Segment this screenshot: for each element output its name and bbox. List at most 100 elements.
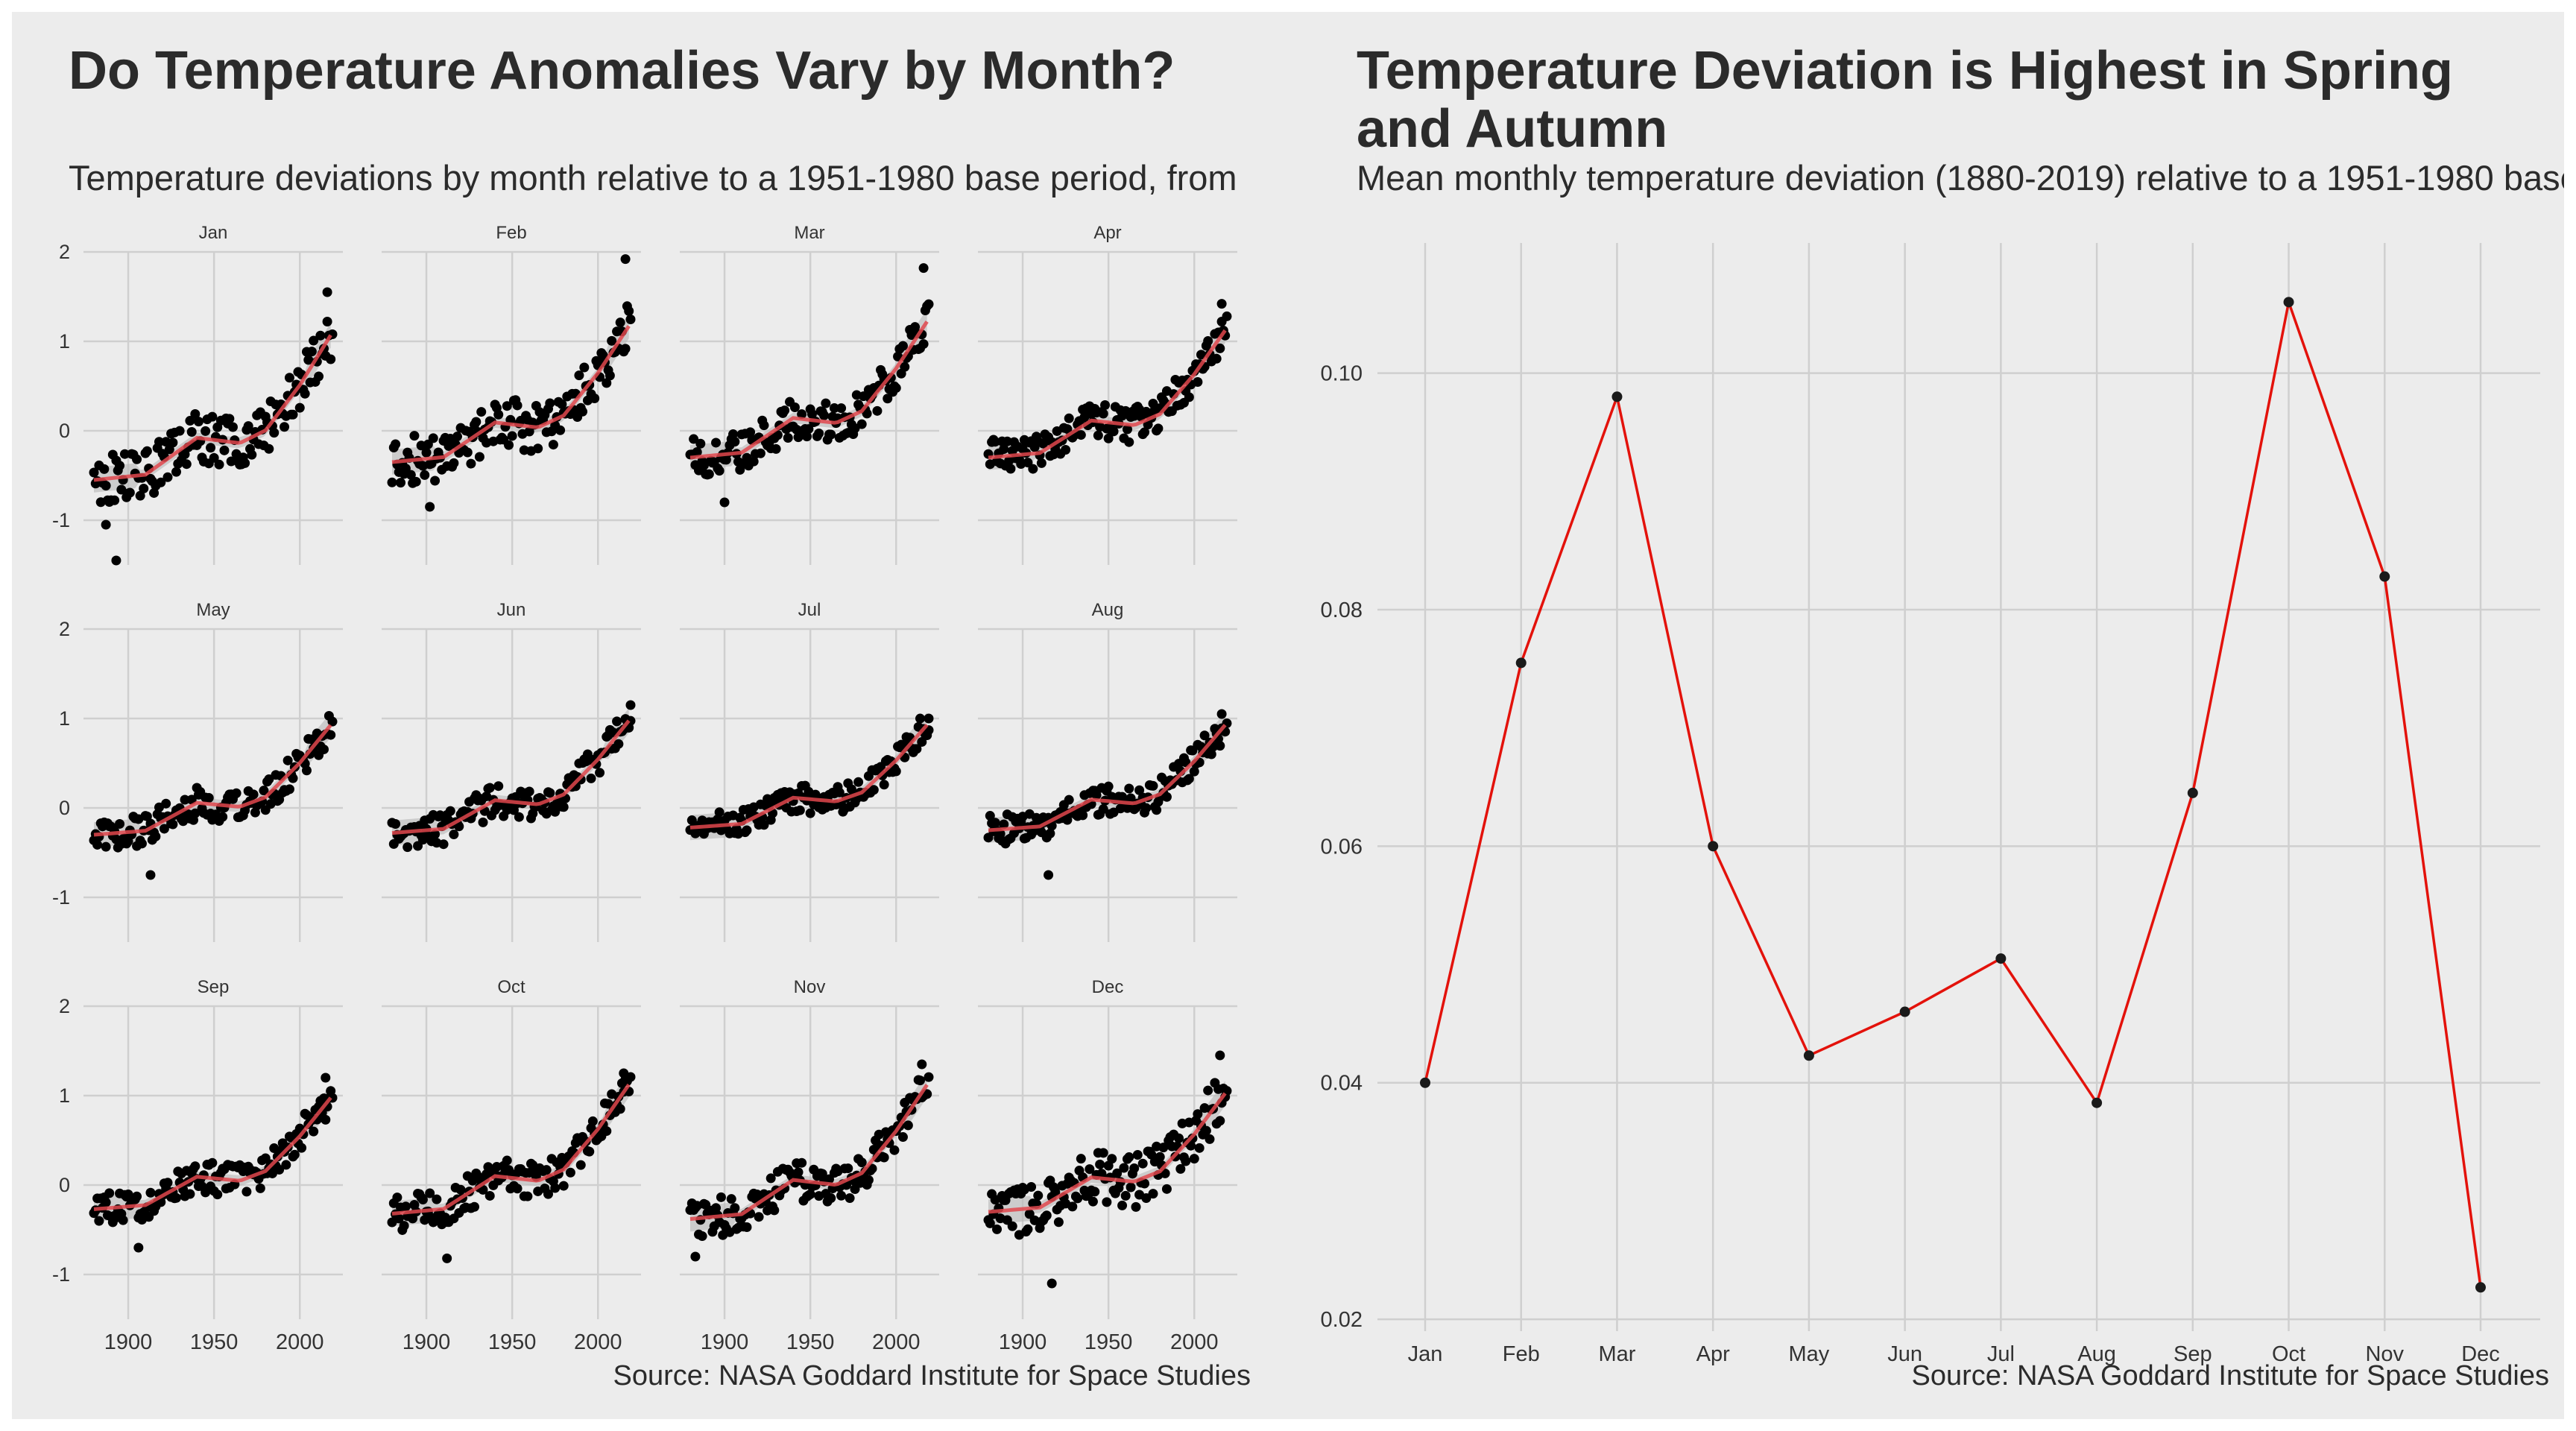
- data-point: [1061, 445, 1071, 455]
- facet-panel-oct: Oct 1900 1950 2000: [382, 977, 641, 1354]
- facet-label: Nov: [794, 977, 826, 997]
- data-point: [190, 808, 201, 818]
- data-point: [284, 784, 294, 795]
- x-tick-label: 1900: [999, 1330, 1047, 1354]
- data-point: [101, 481, 111, 491]
- data-point-jun: [1899, 1006, 1910, 1017]
- data-point: [829, 403, 839, 414]
- data-point: [1161, 1184, 1172, 1194]
- data-point: [805, 808, 815, 818]
- data-point: [1041, 1210, 1052, 1221]
- data-point: [985, 811, 995, 821]
- data-point: [162, 472, 173, 482]
- smooth-line: [391, 719, 631, 835]
- data-point: [227, 422, 238, 432]
- data-point: [118, 1215, 128, 1225]
- data-point: [259, 786, 269, 796]
- data-point: [1175, 1163, 1186, 1174]
- data-point: [240, 458, 250, 468]
- data-point: [231, 788, 242, 798]
- data-point: [281, 1160, 291, 1170]
- data-point: [711, 1203, 722, 1213]
- data-point: [115, 461, 125, 471]
- data-point: [1033, 1190, 1044, 1201]
- data-point: [326, 730, 336, 740]
- data-point: [119, 449, 130, 459]
- y-tick-label: 2: [59, 995, 70, 1017]
- data-point: [1222, 311, 1232, 321]
- data-point: [387, 477, 397, 487]
- y-tick-label: -1: [52, 509, 70, 531]
- data-point: [1193, 1109, 1203, 1119]
- data-point: [759, 420, 769, 431]
- data-point: [269, 428, 280, 438]
- data-point: [1078, 810, 1088, 821]
- data-point: [139, 483, 149, 493]
- data-point: [915, 713, 925, 724]
- series-line: [1424, 297, 2482, 1288]
- data-point: [1153, 423, 1164, 434]
- data-point: [765, 1173, 776, 1184]
- data-point: [89, 467, 99, 478]
- smooth-line: [988, 329, 1227, 460]
- data-point: [755, 448, 765, 458]
- data-point: [1044, 870, 1054, 880]
- data-point: [224, 414, 235, 424]
- data-point: [294, 402, 305, 413]
- data-point: [1117, 1200, 1128, 1210]
- facet-label: Sep: [198, 977, 230, 997]
- data-point: [728, 429, 739, 440]
- data-point: [145, 870, 156, 880]
- data-point: [1194, 1143, 1205, 1153]
- x-tick-label: Apr: [1696, 1342, 1730, 1366]
- data-point: [391, 819, 401, 830]
- data-point: [1211, 353, 1222, 364]
- data-point: [132, 1191, 142, 1201]
- data-point: [862, 408, 872, 419]
- x-tick-label: 1950: [190, 1330, 239, 1354]
- data-point: [1098, 804, 1108, 815]
- data-point: [1196, 350, 1206, 360]
- data-point: [1141, 803, 1152, 813]
- data-point: [804, 424, 814, 435]
- data-point: [1036, 458, 1046, 468]
- data-point: [1028, 464, 1038, 474]
- data-point: [284, 373, 294, 383]
- data-point: [247, 449, 257, 460]
- y-tick-label: 0.02: [1321, 1308, 1363, 1332]
- data-point: [917, 1059, 927, 1070]
- data-point: [918, 263, 929, 274]
- data-point: [541, 1165, 552, 1175]
- data-point: [280, 422, 290, 432]
- data-point: [466, 458, 476, 469]
- data-point: [872, 405, 883, 416]
- data-point: [579, 362, 590, 373]
- data-point-apr: [1708, 841, 1719, 852]
- data-point: [168, 819, 178, 830]
- data-point: [897, 1132, 908, 1143]
- data-point: [493, 781, 504, 792]
- data-point: [1124, 783, 1134, 794]
- facet-panel-jun: Jun: [382, 600, 641, 942]
- facet-scatter-chart: Jan -1 0 1 2 Feb Mar Apr May -1 0 1 2 Jun Jul Aug Sep -1 0…: [52, 223, 1237, 1354]
- data-point: [1161, 792, 1172, 802]
- data-point: [207, 1157, 218, 1168]
- data-point: [1158, 1143, 1169, 1153]
- data-point: [620, 254, 631, 265]
- figure-canvas: Jan -1 0 1 2 Feb Mar Apr May -1 0 1 2 Jun Jul Aug Sep -1 0…: [12, 12, 2564, 1419]
- data-point: [924, 1072, 934, 1082]
- data-point: [783, 432, 793, 443]
- data-point: [154, 437, 164, 447]
- data-point: [207, 411, 218, 422]
- data-point: [484, 1190, 495, 1201]
- data-point: [730, 1203, 740, 1213]
- data-point: [442, 1253, 452, 1263]
- facet-label: May: [196, 600, 230, 620]
- data-point: [455, 1184, 466, 1195]
- data-point: [110, 495, 120, 505]
- data-point: [301, 765, 312, 776]
- data-point: [162, 1178, 173, 1188]
- data-point-aug: [2092, 1097, 2103, 1108]
- data-point: [863, 1175, 874, 1185]
- data-point: [742, 825, 752, 835]
